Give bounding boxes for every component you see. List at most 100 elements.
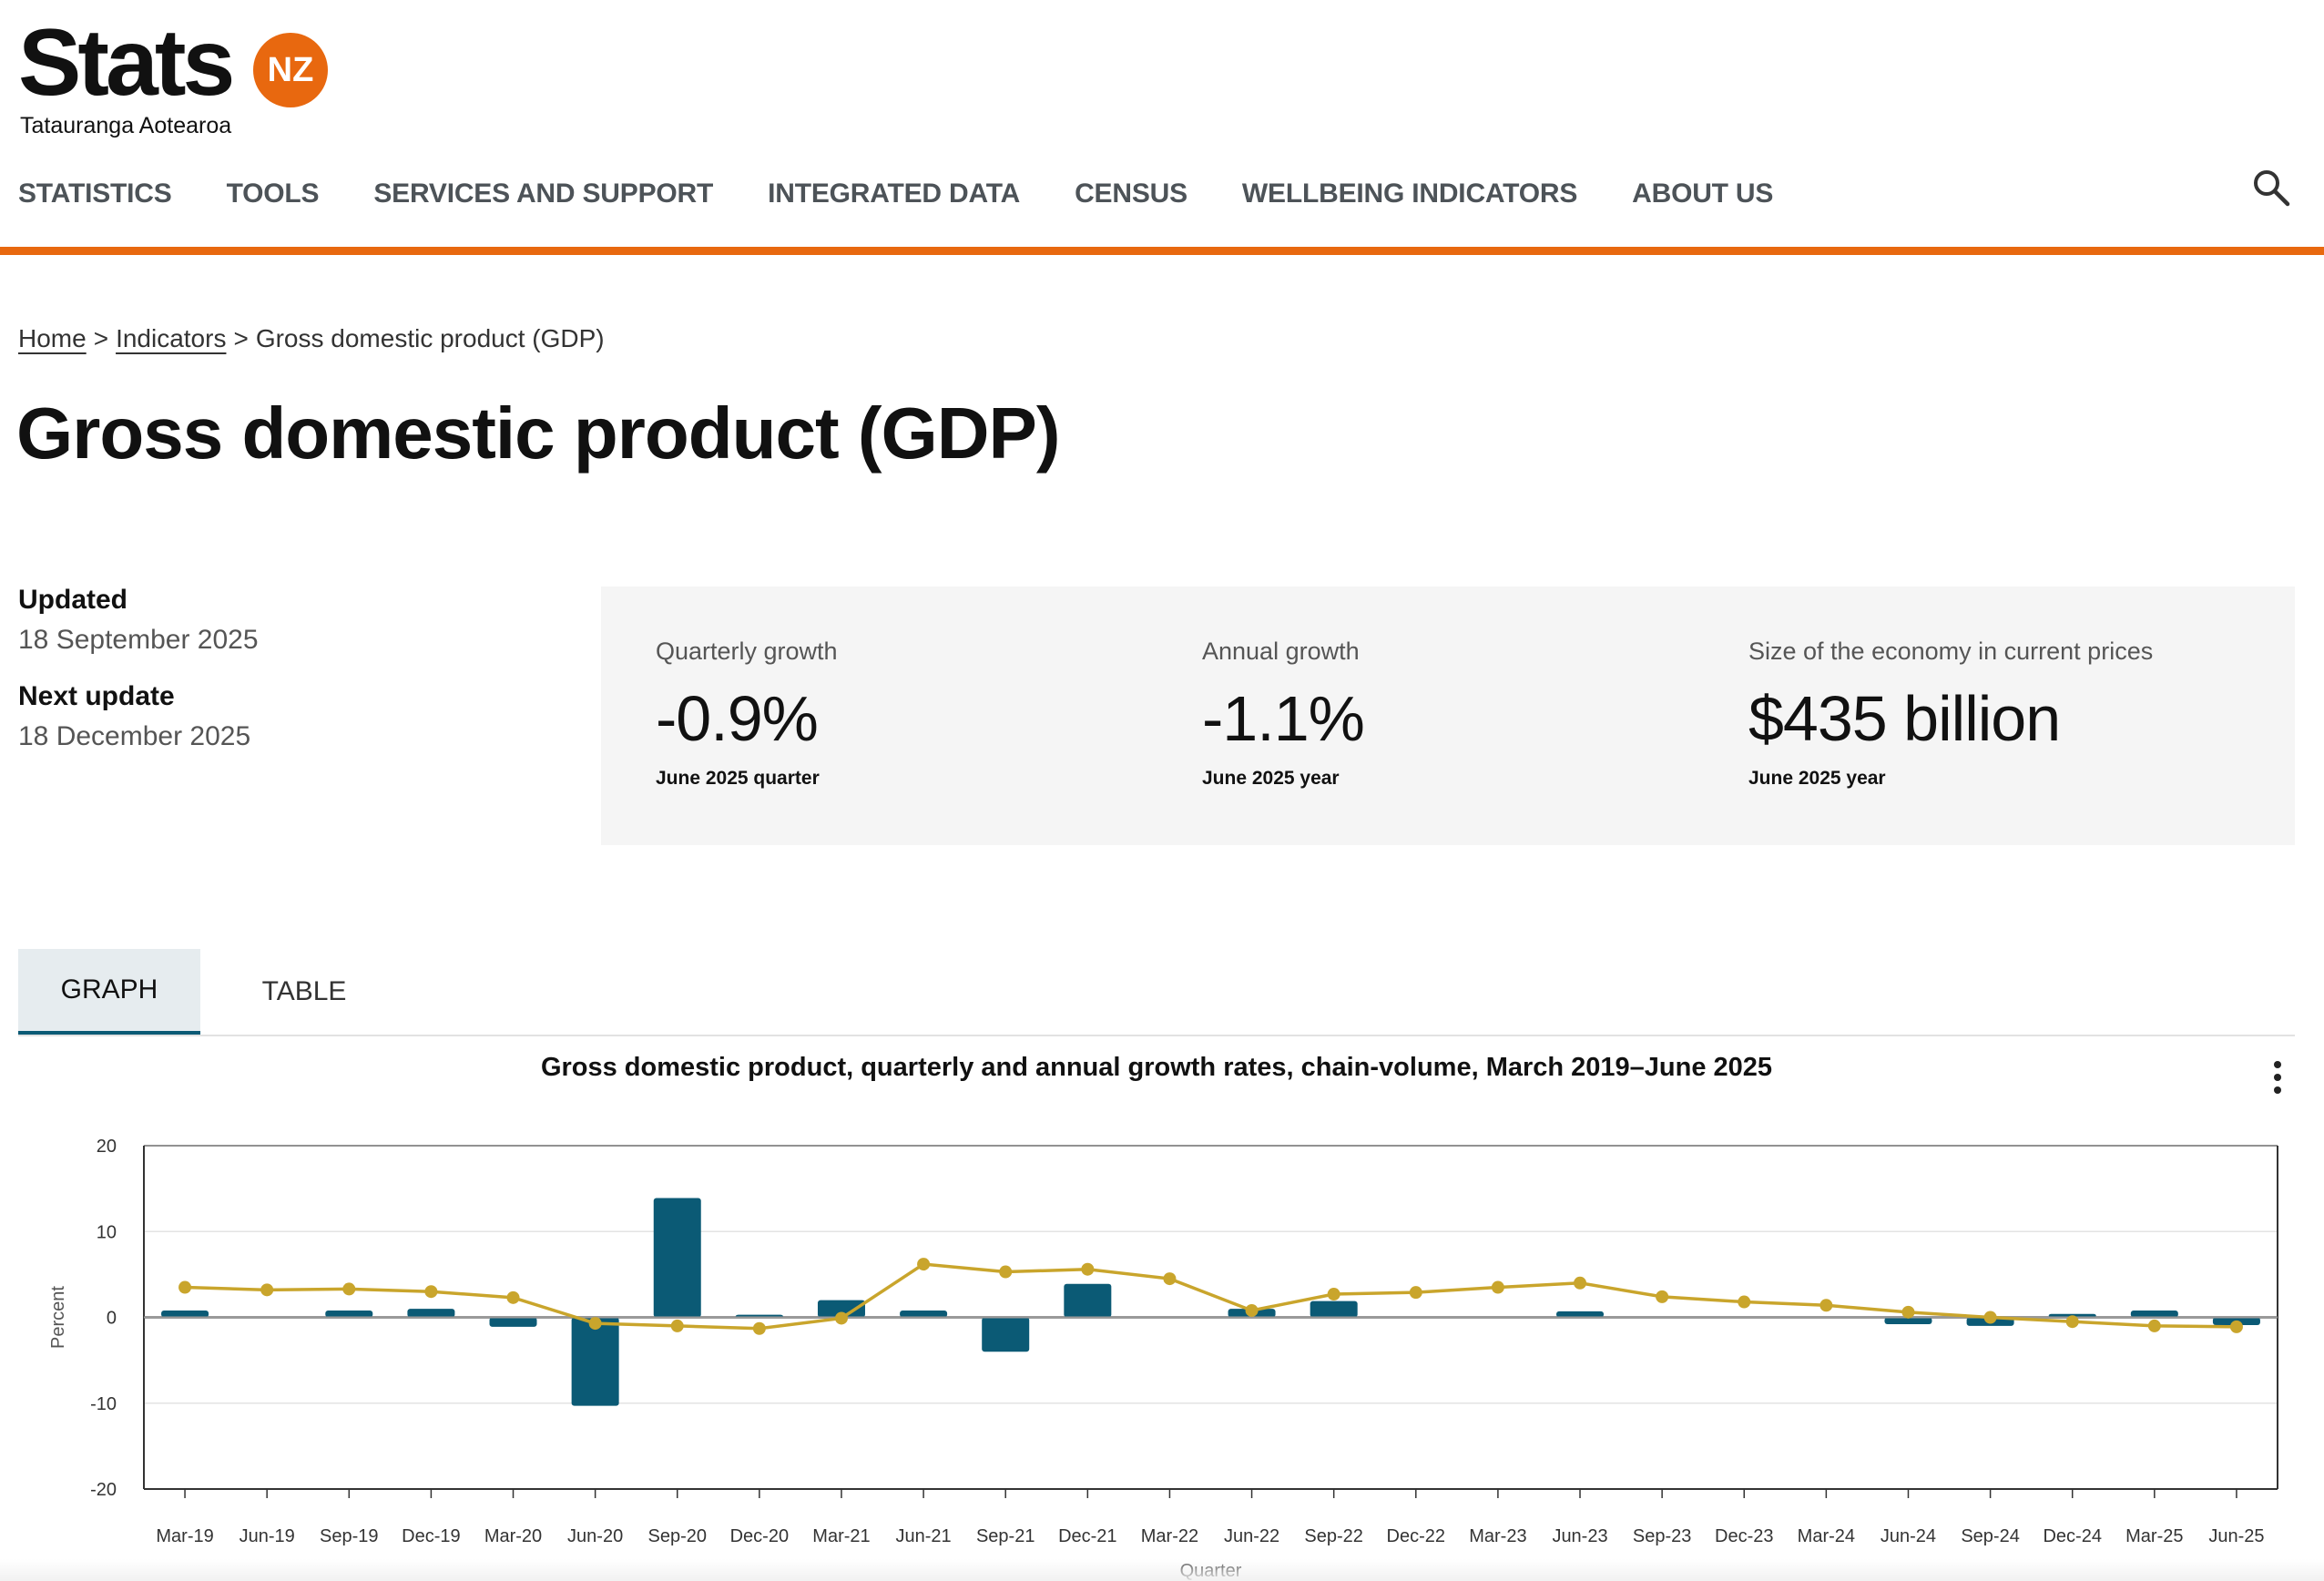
- nav-item-wellbeing-indicators[interactable]: WELLBEING INDICATORS: [1241, 178, 1578, 209]
- search-icon[interactable]: [2251, 168, 2291, 208]
- point-annual-growth: [260, 1283, 274, 1297]
- nav-item-integrated-data[interactable]: INTEGRATED DATA: [768, 178, 1021, 209]
- x-tick-label: Sep-20: [648, 1526, 708, 1546]
- x-tick-label: Dec-19: [402, 1526, 460, 1546]
- point-annual-growth: [2229, 1320, 2243, 1333]
- tab-table[interactable]: TABLE: [261, 976, 347, 1006]
- x-tick-label: Jun-24: [1881, 1526, 1936, 1546]
- chart-menu-kebab-icon[interactable]: [2264, 1056, 2291, 1098]
- point-annual-growth: [1819, 1299, 1833, 1312]
- stat-label: Size of the economy in current prices: [1748, 638, 2154, 665]
- y-tick-label: 20: [97, 1137, 117, 1157]
- point-annual-growth: [1245, 1303, 1259, 1317]
- x-tick-label: Dec-24: [2043, 1526, 2101, 1546]
- bar-quarterly-growth: [653, 1198, 701, 1318]
- y-axis-label: Percent: [48, 1286, 68, 1349]
- bar-quarterly-growth: [325, 1310, 373, 1318]
- x-tick-label: Sep-21: [976, 1526, 1035, 1546]
- point-annual-growth: [1491, 1280, 1504, 1294]
- x-tick-label: Jun-19: [240, 1526, 295, 1546]
- breadcrumb-separator: >: [233, 324, 249, 352]
- x-tick-label: Dec-20: [730, 1526, 789, 1546]
- update-info: Updated 18 September 2025 Next update 18…: [18, 585, 565, 778]
- point-annual-growth: [424, 1285, 438, 1299]
- chart-title: Gross domestic product, quarterly and an…: [540, 1053, 1773, 1082]
- x-tick-label: Jun-21: [896, 1526, 952, 1546]
- updated-date: 18 September 2025: [18, 625, 259, 655]
- stat-value: -1.1%: [1202, 683, 1365, 754]
- point-annual-growth: [2147, 1319, 2161, 1332]
- x-tick-label: Dec-22: [1387, 1526, 1445, 1546]
- tab-graph[interactable]: GRAPH: [18, 949, 200, 1035]
- bar-quarterly-growth: [489, 1317, 537, 1327]
- breadcrumb-current: Gross domestic product (GDP): [255, 324, 605, 352]
- stat-quarterly-growth: Quarterly growth -0.9% June 2025 quarter: [656, 638, 838, 790]
- main-nav: STATISTICS TOOLS SERVICES AND SUPPORT IN…: [18, 178, 1828, 209]
- y-tick-label: 10: [97, 1222, 117, 1242]
- x-tick-label: Sep-24: [1961, 1526, 2020, 1546]
- y-tick-label: -10: [90, 1394, 117, 1414]
- point-annual-growth: [178, 1280, 192, 1294]
- point-annual-growth: [999, 1265, 1013, 1279]
- nav-item-tools[interactable]: TOOLS: [226, 178, 320, 209]
- x-tick-label: Mar-23: [1469, 1526, 1526, 1546]
- x-tick-label: Dec-21: [1058, 1526, 1116, 1546]
- x-tick-label: Mar-22: [1141, 1526, 1198, 1546]
- bar-quarterly-growth: [1310, 1300, 1358, 1318]
- bar-quarterly-growth: [161, 1310, 209, 1318]
- nav-item-census[interactable]: CENSUS: [1075, 178, 1187, 209]
- breadcrumb-indicators[interactable]: Indicators: [116, 324, 227, 352]
- point-annual-growth: [1409, 1286, 1422, 1300]
- y-tick-label: 0: [107, 1309, 117, 1329]
- x-tick-label: Mar-19: [156, 1526, 213, 1546]
- point-annual-growth: [2065, 1315, 2079, 1329]
- y-tick-label: -20: [90, 1480, 117, 1500]
- x-tick-label: Jun-25: [2208, 1526, 2264, 1546]
- point-annual-growth: [670, 1319, 684, 1332]
- x-tick-label: Jun-22: [1224, 1526, 1279, 1546]
- page-title: Gross domestic product (GDP): [16, 393, 1060, 474]
- next-update-label: Next update: [18, 681, 175, 711]
- bar-quarterly-growth: [1064, 1283, 1112, 1318]
- scroll-fade: [0, 1559, 2324, 1581]
- gdp-chart: Gross domestic product, quarterly and an…: [18, 1047, 2313, 1581]
- point-annual-growth: [1901, 1305, 1915, 1319]
- line-annual-growth: [185, 1262, 2237, 1331]
- stat-economy-size: Size of the economy in current prices $4…: [1748, 638, 2153, 790]
- breadcrumb-separator: >: [93, 324, 109, 352]
- breadcrumb-home[interactable]: Home: [18, 324, 87, 352]
- point-annual-growth: [1656, 1290, 1669, 1303]
- point-annual-growth: [1738, 1295, 1751, 1309]
- point-annual-growth: [342, 1282, 356, 1296]
- point-annual-growth: [506, 1290, 520, 1304]
- point-annual-growth: [1081, 1262, 1095, 1276]
- x-tick-label: Sep-19: [320, 1526, 379, 1546]
- stats-nz-logo[interactable]: Stats NZ Tatauranga Aotearoa: [18, 10, 346, 138]
- stat-period: June 2025 year: [1202, 768, 1340, 789]
- stat-label: Quarterly growth: [656, 638, 838, 665]
- chart-plot: 20 10 0 -10 -20 Percent Mar-19 Jun-19 Sep-19 Dec-…: [48, 1137, 2278, 1581]
- bar-quarterly-growth: [1884, 1317, 1932, 1325]
- x-tick-label: Sep-23: [1633, 1526, 1692, 1546]
- point-annual-growth: [917, 1258, 931, 1271]
- view-tabs: GRAPH TABLE: [18, 949, 2295, 1036]
- point-annual-growth: [1327, 1288, 1340, 1301]
- nav-item-statistics[interactable]: STATISTICS: [18, 178, 172, 209]
- stat-label: Annual growth: [1202, 638, 1360, 665]
- key-figures-panel: Quarterly growth -0.9% June 2025 quarter…: [601, 586, 2295, 845]
- logo-subtitle: Tatauranga Aotearoa: [20, 113, 232, 138]
- x-tick-label: Mar-21: [812, 1526, 870, 1546]
- stat-value: -0.9%: [656, 683, 819, 754]
- logo-wordmark: Stats: [18, 10, 235, 116]
- point-annual-growth: [1163, 1272, 1177, 1286]
- x-tick-label: Sep-22: [1304, 1526, 1363, 1546]
- bar-quarterly-growth: [982, 1317, 1030, 1352]
- nav-item-about-us[interactable]: ABOUT US: [1632, 178, 1774, 209]
- bar-quarterly-growth: [1556, 1311, 1605, 1318]
- bar-quarterly-growth: [817, 1300, 865, 1318]
- nav-item-services-and-support[interactable]: SERVICES AND SUPPORT: [373, 178, 714, 209]
- point-annual-growth: [1574, 1276, 1587, 1290]
- x-tick-label: Dec-23: [1715, 1526, 1773, 1546]
- bar-quarterly-growth: [900, 1310, 948, 1318]
- logo-nz-badge: NZ: [253, 33, 328, 107]
